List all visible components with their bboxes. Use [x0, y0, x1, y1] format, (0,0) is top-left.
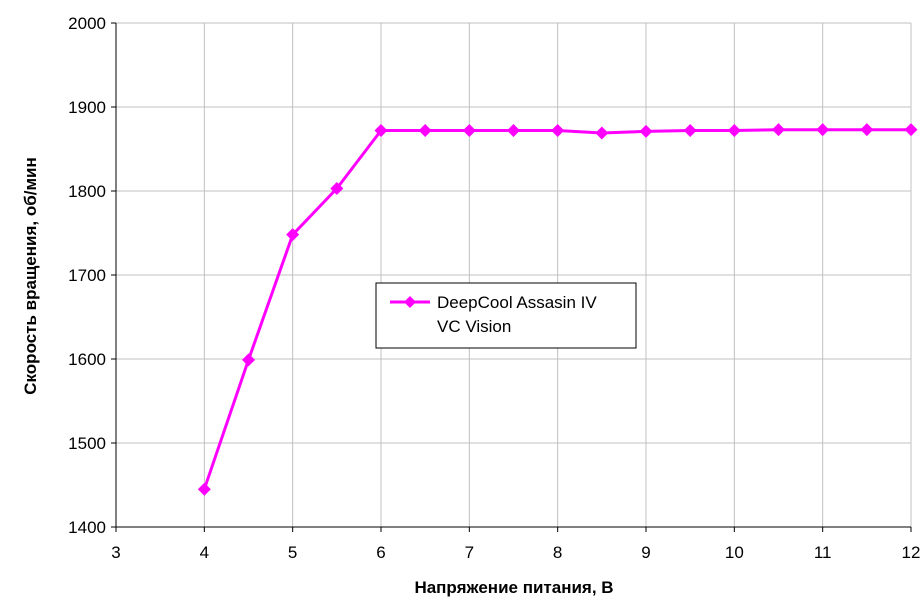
data-point-marker: [860, 123, 874, 137]
x-tick-label: 10: [725, 543, 744, 562]
data-point-marker: [551, 124, 565, 138]
y-tick-label: 1800: [68, 182, 106, 201]
data-point-marker: [727, 124, 741, 138]
data-point-marker: [462, 124, 476, 138]
data-point-marker: [683, 124, 697, 138]
y-tick-label: 1400: [68, 518, 106, 537]
axes: [111, 22, 912, 532]
x-tick-label: 8: [553, 543, 562, 562]
legend-marker: [404, 296, 416, 308]
data-point-marker: [816, 123, 830, 137]
y-tick-label: 2000: [68, 14, 106, 33]
x-tick-label: 4: [200, 543, 209, 562]
data-point-marker: [418, 124, 432, 138]
legend-box: [375, 282, 637, 349]
y-axis-title: Скорость вращения, об/мин: [21, 157, 40, 395]
legend-label-line2: VC Vision: [437, 317, 511, 336]
y-tick-label: 1900: [68, 98, 106, 117]
data-point-marker: [507, 124, 520, 138]
x-tick-label: 12: [902, 543, 921, 562]
x-axis-title: Напряжение питания, В: [414, 578, 613, 597]
x-tick-label: 9: [641, 543, 650, 562]
tick-labels: 1400 1500 1600 1700 1800 1900 2000 3 4 5 6 7 8 9 10 11 1…: [68, 14, 920, 562]
data-point-marker: [330, 181, 344, 195]
data-point-marker: [772, 123, 785, 137]
series-group: [197, 123, 918, 496]
grid: [116, 22, 912, 527]
y-tick-label: 1600: [68, 350, 106, 369]
x-tick-label: 7: [465, 543, 474, 562]
x-tick-label: 3: [111, 543, 120, 562]
data-point-marker: [374, 124, 388, 138]
y-tick-label: 1500: [68, 434, 106, 453]
data-point-marker: [595, 126, 609, 140]
x-tick-label: 6: [376, 543, 385, 562]
legend-label-line1: DeepCool Assasin IV: [437, 293, 597, 312]
data-point-marker: [904, 123, 918, 137]
data-point-marker: [242, 353, 255, 367]
data-point-marker: [197, 482, 211, 496]
legend: DeepCool Assasin IV VC Vision: [375, 282, 637, 349]
data-point-marker: [639, 124, 653, 138]
x-tick-label: 11: [814, 543, 832, 562]
x-tick-label: 5: [288, 543, 297, 562]
y-tick-label: 1700: [68, 266, 106, 285]
data-point-marker: [286, 228, 300, 242]
